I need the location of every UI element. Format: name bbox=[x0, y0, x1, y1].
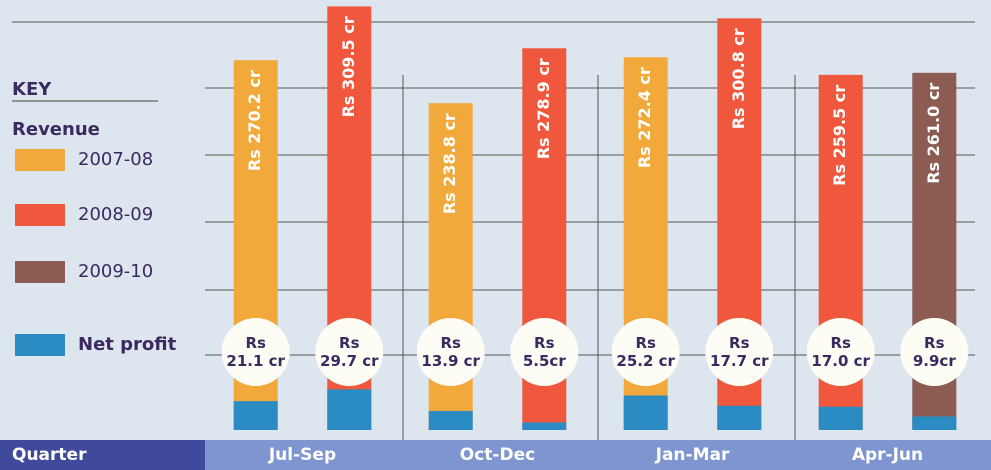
label-line: 17.0 cr bbox=[811, 352, 870, 370]
label-line: 29.7 cr bbox=[320, 352, 379, 370]
net-profit-label: Rs 13.9 cr bbox=[421, 334, 480, 370]
label-bubble bbox=[315, 318, 384, 386]
x-tick-label: Apr-Jun bbox=[852, 445, 923, 465]
net-profit-bar bbox=[428, 410, 473, 430]
label-line: Rs bbox=[534, 334, 555, 352]
net-profit-label: Rs 5.5cr bbox=[523, 334, 566, 370]
legend-label: 2007-08 bbox=[78, 149, 153, 170]
net-profit-bar bbox=[233, 401, 278, 430]
label-line: 5.5cr bbox=[523, 352, 566, 370]
net-profit-bar bbox=[717, 405, 762, 430]
net-profit-bar bbox=[522, 422, 567, 430]
label-bubble bbox=[416, 318, 485, 386]
value-label: Rs 270.2 cr bbox=[245, 70, 264, 171]
label-line: Rs bbox=[245, 334, 266, 352]
net-profit-label: Rs 17.7 cr bbox=[710, 334, 769, 370]
x-axis-label: Quarter bbox=[12, 445, 87, 465]
value-label: Rs 272.4 cr bbox=[635, 67, 654, 168]
label-line: 17.7 cr bbox=[710, 352, 769, 370]
net-profit-label: Rs 9.9cr bbox=[913, 334, 956, 370]
value-label: Rs 300.8 cr bbox=[729, 28, 748, 129]
label-line: Rs bbox=[830, 334, 851, 352]
label-line: 13.9 cr bbox=[421, 352, 480, 370]
net-profit-label: Rs 29.7 cr bbox=[320, 334, 379, 370]
legend-swatch bbox=[15, 261, 65, 283]
label-bubble bbox=[806, 318, 875, 386]
x-tick-label: Oct-Dec bbox=[460, 445, 535, 465]
label-line: 25.2 cr bbox=[616, 352, 675, 370]
x-tick-label: Jul-Sep bbox=[268, 445, 336, 465]
label-bubble bbox=[221, 318, 290, 386]
x-tick-label: Jan-Mar bbox=[655, 445, 730, 465]
label-bubble bbox=[510, 318, 579, 386]
net-profit-label: Rs 25.2 cr bbox=[616, 334, 675, 370]
value-label: Rs 309.5 cr bbox=[339, 16, 358, 117]
label-line: 9.9cr bbox=[913, 352, 956, 370]
net-profit-label: Rs 17.0 cr bbox=[811, 334, 870, 370]
legend-label: 2008-09 bbox=[78, 204, 153, 225]
value-label: Rs 261.0 cr bbox=[924, 83, 943, 184]
label-bubble bbox=[705, 318, 774, 386]
legend-swatch bbox=[15, 204, 65, 226]
label-line: Rs bbox=[729, 334, 750, 352]
net-profit-label: Rs 21.1 cr bbox=[226, 334, 285, 370]
label-line: Rs bbox=[339, 334, 360, 352]
net-profit-bar bbox=[623, 395, 668, 430]
net-profit-bar bbox=[327, 389, 372, 430]
legend-label: Net profit bbox=[78, 334, 177, 355]
label-bubble bbox=[900, 318, 969, 386]
legend-title: KEY bbox=[12, 79, 52, 100]
net-profit-bar bbox=[912, 416, 957, 430]
legend-swatch bbox=[15, 334, 65, 356]
value-label: Rs 238.8 cr bbox=[440, 113, 459, 214]
label-line: Rs bbox=[924, 334, 945, 352]
legend-swatch bbox=[15, 149, 65, 171]
label-line: Rs bbox=[440, 334, 461, 352]
axis-band bbox=[205, 440, 991, 470]
net-profit-bar bbox=[818, 406, 863, 430]
value-label: Rs 278.9 cr bbox=[534, 58, 553, 159]
legend-label: 2009-10 bbox=[78, 261, 153, 282]
value-label: Rs 259.5 cr bbox=[830, 85, 849, 186]
label-line: 21.1 cr bbox=[226, 352, 285, 370]
label-bubble bbox=[611, 318, 680, 386]
label-line: Rs bbox=[635, 334, 656, 352]
legend-subtitle: Revenue bbox=[12, 119, 100, 140]
